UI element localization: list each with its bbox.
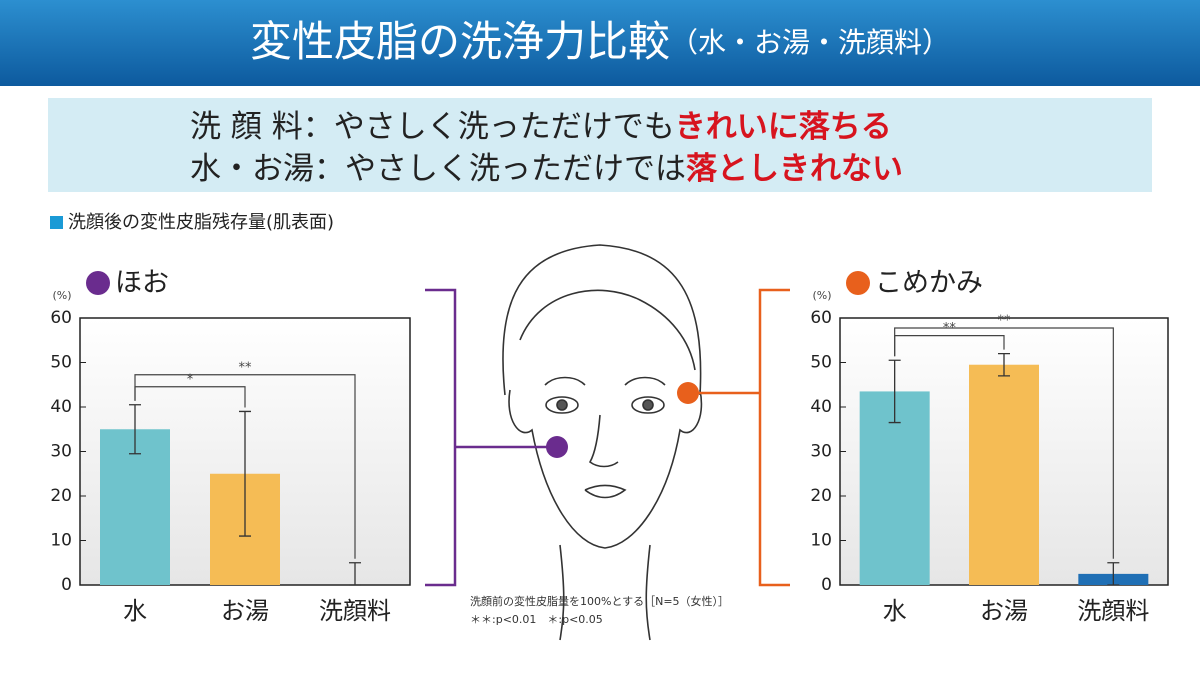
error-bar	[888, 359, 901, 424]
headline-line: 洗 顔 料：やさしく洗っただけでもきれいに落ちる	[190, 109, 892, 145]
x-tick-label: 水	[883, 597, 907, 625]
significance-bracket	[134, 374, 356, 559]
x-tick-label: お湯	[980, 597, 1028, 625]
error-bar	[1107, 562, 1120, 586]
bar	[969, 364, 1039, 585]
significance-label: **	[998, 314, 1012, 329]
connector-dot	[546, 436, 568, 458]
significance-label: *	[187, 372, 194, 387]
y-tick-label: 20	[810, 486, 832, 506]
error-bar	[239, 410, 251, 537]
y-tick-label: 40	[50, 397, 72, 417]
connector	[688, 288, 790, 587]
significance-label: **	[239, 360, 253, 375]
section-label: 洗顔後の変性皮脂残存量(肌表面)	[68, 212, 334, 233]
headline-text: ：やさしく洗っただけでも	[303, 109, 675, 145]
note: 洗顔前の変性皮脂量を100%とする［N=5（女性）］	[470, 594, 729, 608]
connector	[425, 288, 557, 587]
x-tick-label: 洗顔料	[319, 597, 391, 625]
headline-text: ：やさしく洗っただけでは	[314, 151, 686, 187]
y-tick-label: 60	[50, 308, 72, 328]
title-dot	[86, 271, 110, 295]
y-axis-label: (%)	[52, 289, 71, 302]
y-tick-label: 50	[50, 353, 72, 373]
y-tick-label: 30	[810, 442, 832, 462]
headline-label: 水・お湯	[190, 151, 314, 187]
title-dot	[846, 271, 870, 295]
y-tick-label: 0	[61, 575, 72, 595]
y-tick-label: 40	[810, 397, 832, 417]
connector-dot	[677, 382, 699, 404]
y-tick-label: 10	[50, 531, 72, 551]
note: ＊＊:p<0.01 ＊:p<0.05	[470, 613, 603, 626]
y-tick-label: 60	[810, 308, 832, 328]
chart-title: こめかみ	[875, 268, 983, 299]
y-tick-label: 20	[50, 486, 72, 506]
error-bar	[129, 404, 141, 455]
y-tick-label: 50	[810, 353, 832, 373]
headline-label: 洗 顔 料	[190, 109, 303, 145]
y-axis-label: (%)	[812, 289, 831, 302]
error-bar	[998, 352, 1010, 377]
subtitle: （水・お湯・洗顔料）	[670, 26, 950, 59]
title: 変性皮脂の洗浄力比較	[250, 17, 670, 66]
face-illustration	[502, 244, 703, 641]
headline-emphasis: 落としきれない	[686, 151, 903, 187]
header-title: 変性皮脂の洗浄力比較（水・お湯・洗顔料）	[250, 17, 950, 66]
bar	[859, 391, 930, 585]
header-band	[0, 0, 1200, 86]
headline-band	[48, 98, 1152, 192]
y-tick-label: 0	[821, 575, 832, 595]
headline-emphasis: きれいに落ちる	[675, 109, 892, 145]
error-bar	[349, 562, 361, 586]
x-tick-label: 水	[123, 597, 147, 625]
y-tick-label: 30	[50, 442, 72, 462]
x-tick-label: 洗顔料	[1077, 597, 1149, 625]
x-tick-label: お湯	[221, 597, 269, 625]
bar	[100, 429, 170, 585]
y-tick-label: 10	[810, 531, 832, 551]
section-marker	[50, 216, 63, 229]
chart-title: ほお	[115, 268, 169, 299]
headline-line: 水・お湯：やさしく洗っただけでは落としきれない	[190, 151, 903, 187]
significance-bracket	[894, 327, 1114, 559]
